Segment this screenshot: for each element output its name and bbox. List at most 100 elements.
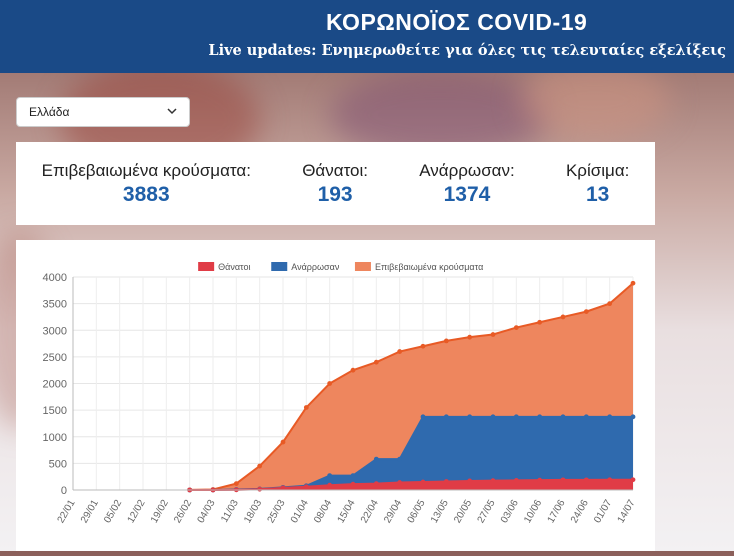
data-point <box>443 479 449 484</box>
series-area <box>189 416 633 490</box>
data-point <box>327 473 333 479</box>
stats-card: Επιβεβαιωμένα κρούσματα: 3883 Θάνατοι: 1… <box>16 142 655 225</box>
x-tick-label: 12/02 <box>126 498 148 526</box>
data-point <box>513 414 519 420</box>
legend-label: Θάνατοι <box>218 262 250 272</box>
data-point <box>373 481 379 487</box>
stat-value: 193 <box>317 182 353 206</box>
series-line <box>189 282 634 491</box>
x-tick-label: 14/07 <box>616 498 638 526</box>
chevron-down-icon <box>167 107 177 118</box>
x-tick-label: 10/06 <box>522 498 544 526</box>
stat-critical: Κρίσιμα: 13 <box>566 161 629 207</box>
x-tick-label: 29/04 <box>382 498 404 526</box>
data-point <box>257 463 263 469</box>
data-point <box>560 314 566 320</box>
x-tick-label: 20/05 <box>452 498 474 526</box>
y-tick-label: 2000 <box>43 379 67 391</box>
legend-swatch <box>198 262 215 271</box>
data-point <box>560 414 566 420</box>
page-subtitle: Live updates: Ενημερωθείτε για όλες τις … <box>208 42 726 59</box>
legend-label: Ανάρρωσαν <box>291 262 340 272</box>
data-point <box>607 414 613 420</box>
data-point <box>537 414 543 420</box>
y-tick-label: 0 <box>61 485 67 497</box>
data-point <box>607 301 613 307</box>
stat-deaths: Θάνατοι: 193 <box>302 161 368 207</box>
data-point <box>373 359 379 365</box>
data-point <box>420 414 426 420</box>
country-select[interactable]: Ελλάδα <box>16 97 190 127</box>
data-point <box>560 477 566 483</box>
data-point <box>630 414 636 420</box>
data-point <box>607 477 613 483</box>
data-point <box>537 477 543 483</box>
x-tick-label: 04/03 <box>196 498 218 526</box>
data-point <box>420 479 426 485</box>
x-tick-label: 24/06 <box>569 498 591 526</box>
data-point <box>490 478 496 484</box>
data-point <box>630 280 636 286</box>
stat-confirmed: Επιβεβαιωμένα κρούσματα: 3883 <box>42 161 251 207</box>
x-tick-label: 29/01 <box>79 498 101 526</box>
data-point <box>350 367 356 373</box>
legend-swatch <box>271 262 288 271</box>
data-point <box>280 439 286 445</box>
stat-value: 13 <box>585 182 610 206</box>
data-point <box>303 484 309 490</box>
data-point <box>537 319 543 325</box>
stat-label: Ανάρρωσαν: <box>419 160 515 180</box>
y-tick-label: 4000 <box>43 272 67 284</box>
data-point <box>257 486 263 492</box>
legend-label: Επιβεβαιωμένα κρούσματα <box>375 262 483 272</box>
data-point <box>490 414 496 420</box>
y-tick-label: 1500 <box>43 405 67 417</box>
x-tick-label: 19/02 <box>149 498 171 526</box>
data-point <box>630 477 636 483</box>
data-point <box>467 478 473 484</box>
data-point <box>327 381 333 386</box>
y-tick-label: 3000 <box>43 325 67 337</box>
data-point <box>490 332 496 337</box>
data-point <box>280 485 286 491</box>
data-point <box>327 482 333 488</box>
data-point <box>397 480 403 485</box>
data-point <box>513 325 519 330</box>
data-point <box>467 334 473 340</box>
x-tick-label: 17/06 <box>546 498 568 526</box>
x-tick-label: 05/02 <box>102 498 124 526</box>
x-tick-label: 01/07 <box>592 498 614 526</box>
country-select-value: Ελλάδα <box>29 105 70 119</box>
data-point <box>443 414 449 420</box>
x-tick-label: 11/03 <box>219 498 241 525</box>
page-header: ΚΟΡΩΝΟΪΟΣ COVID-19 Live updates: Ενημερω… <box>0 0 734 73</box>
chart-card: 0 500 1000 1500 2000 2500 3000 3500 4000 22/01 29/… <box>16 240 655 551</box>
legend-swatch <box>354 262 371 271</box>
stat-value: 1374 <box>443 182 491 206</box>
y-tick-label: 2500 <box>43 352 67 364</box>
x-tick-label: 15/04 <box>336 498 358 526</box>
stat-label: Επιβεβαιωμένα κρούσματα: <box>41 160 251 180</box>
y-tick-label: 1000 <box>43 432 67 444</box>
stat-recovered: Ανάρρωσαν: 1374 <box>419 161 515 207</box>
series-line <box>189 478 634 491</box>
x-tick-label: 22/01 <box>56 498 78 526</box>
data-point <box>467 414 473 420</box>
data-point <box>420 343 426 349</box>
x-tick-label: 26/02 <box>172 498 194 526</box>
x-tick-label: 18/03 <box>242 498 264 526</box>
x-tick-label: 08/04 <box>312 498 334 526</box>
y-tick-label: 500 <box>49 458 67 470</box>
x-tick-label: 06/05 <box>406 498 428 526</box>
data-point <box>350 481 356 487</box>
x-tick-label: 27/05 <box>476 498 498 526</box>
data-point <box>233 481 239 487</box>
data-point <box>373 456 379 462</box>
data-point <box>443 338 449 344</box>
data-point <box>397 456 403 462</box>
background-virus-image <box>520 60 670 140</box>
data-point <box>513 478 519 483</box>
page-title: ΚΟΡΩΝΟΪΟΣ COVID-19 <box>326 9 588 35</box>
x-tick-label: 22/04 <box>359 498 381 526</box>
